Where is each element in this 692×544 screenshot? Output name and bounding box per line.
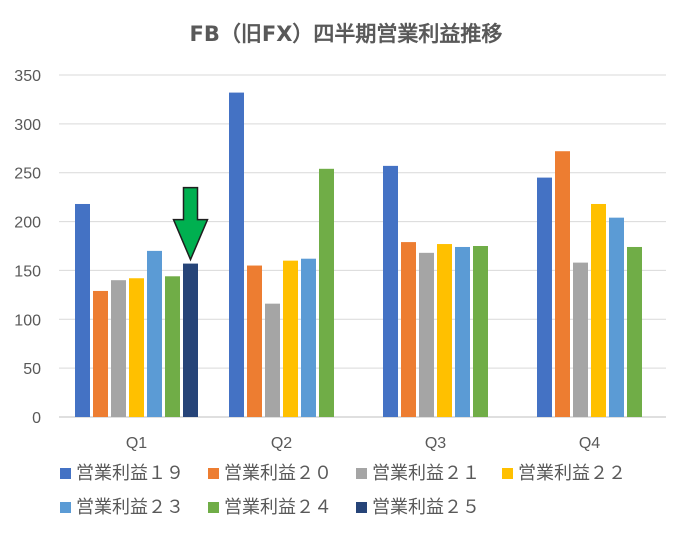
bar-q1-series-1 xyxy=(75,203,90,417)
y-tick-label: 200 xyxy=(14,215,41,232)
x-tick-label: Q3 xyxy=(425,435,446,452)
chart-title: FB（旧FX）四半期営業利益推移 xyxy=(190,22,503,46)
bar-q1-series-6 xyxy=(165,276,180,417)
legend-swatch xyxy=(502,468,513,479)
legend-label: 営業利益２０ xyxy=(224,463,332,484)
bar-q3-series-3 xyxy=(419,252,434,417)
bar-q4-series-4 xyxy=(591,203,606,417)
legend: 営業利益１９ 営業利益２０ 営業利益２１ 営業利益２２ 営業利益２３ 営業利益２４ 営業利益… xyxy=(60,463,626,518)
bar-q3-series-6 xyxy=(473,246,488,417)
legend-label: 営業利益２５ xyxy=(372,497,480,518)
bar-q4-series-2 xyxy=(555,151,570,417)
bar-q1-series-4 xyxy=(129,278,144,417)
y-tick-label: 300 xyxy=(14,117,41,134)
annotations xyxy=(172,186,209,262)
bar-q2-series-2 xyxy=(247,265,262,417)
legend-label: 営業利益２３ xyxy=(76,497,184,518)
bar-q2-series-6 xyxy=(319,168,334,417)
y-tick-label: 350 xyxy=(14,68,41,85)
bars xyxy=(75,92,642,418)
bar-q3-series-1 xyxy=(383,165,398,417)
y-tick-label: 100 xyxy=(14,312,41,329)
legend-swatch xyxy=(208,502,219,513)
bar-q3-series-5 xyxy=(455,246,470,417)
x-tick-label: Q4 xyxy=(579,435,600,452)
bar-q2-series-1 xyxy=(229,92,244,418)
bar-q4-series-1 xyxy=(537,177,552,417)
x-axis-ticks: Q1 Q2 Q3 Q4 xyxy=(126,435,600,452)
bar-q2-series-4 xyxy=(283,260,298,417)
x-tick-label: Q2 xyxy=(271,435,292,452)
legend-label: 営業利益２４ xyxy=(224,497,332,518)
bar-q4-series-6 xyxy=(627,246,642,417)
bar-q2-series-3 xyxy=(265,303,280,417)
bar-q4-series-3 xyxy=(573,262,588,417)
bar-q1-series-3 xyxy=(111,280,126,417)
y-tick-label: 50 xyxy=(23,361,41,378)
y-tick-label: 250 xyxy=(14,166,41,183)
bar-q1-series-2 xyxy=(93,290,108,417)
legend-swatch xyxy=(208,468,219,479)
bar-q1-series-7 xyxy=(183,263,198,417)
legend-swatch xyxy=(356,468,367,479)
legend-label: 営業利益１９ xyxy=(76,463,184,484)
bar-q3-series-2 xyxy=(401,242,416,417)
legend-swatch xyxy=(60,468,71,479)
y-tick-label: 150 xyxy=(14,263,41,280)
legend-swatch xyxy=(356,502,367,513)
legend-label: 営業利益２１ xyxy=(372,463,480,484)
bar-q1-series-5 xyxy=(147,250,162,417)
bar-q4-series-5 xyxy=(609,217,624,417)
y-tick-label: 0 xyxy=(32,410,41,427)
bar-q2-series-5 xyxy=(301,258,316,417)
arrow-annotation xyxy=(172,186,209,262)
bar-q3-series-4 xyxy=(437,244,452,417)
x-tick-label: Q1 xyxy=(126,435,147,452)
y-axis-ticks: 0 50 100 150 200 250 300 350 xyxy=(14,68,41,427)
legend-label: 営業利益２２ xyxy=(518,463,626,484)
legend-swatch xyxy=(60,502,71,513)
